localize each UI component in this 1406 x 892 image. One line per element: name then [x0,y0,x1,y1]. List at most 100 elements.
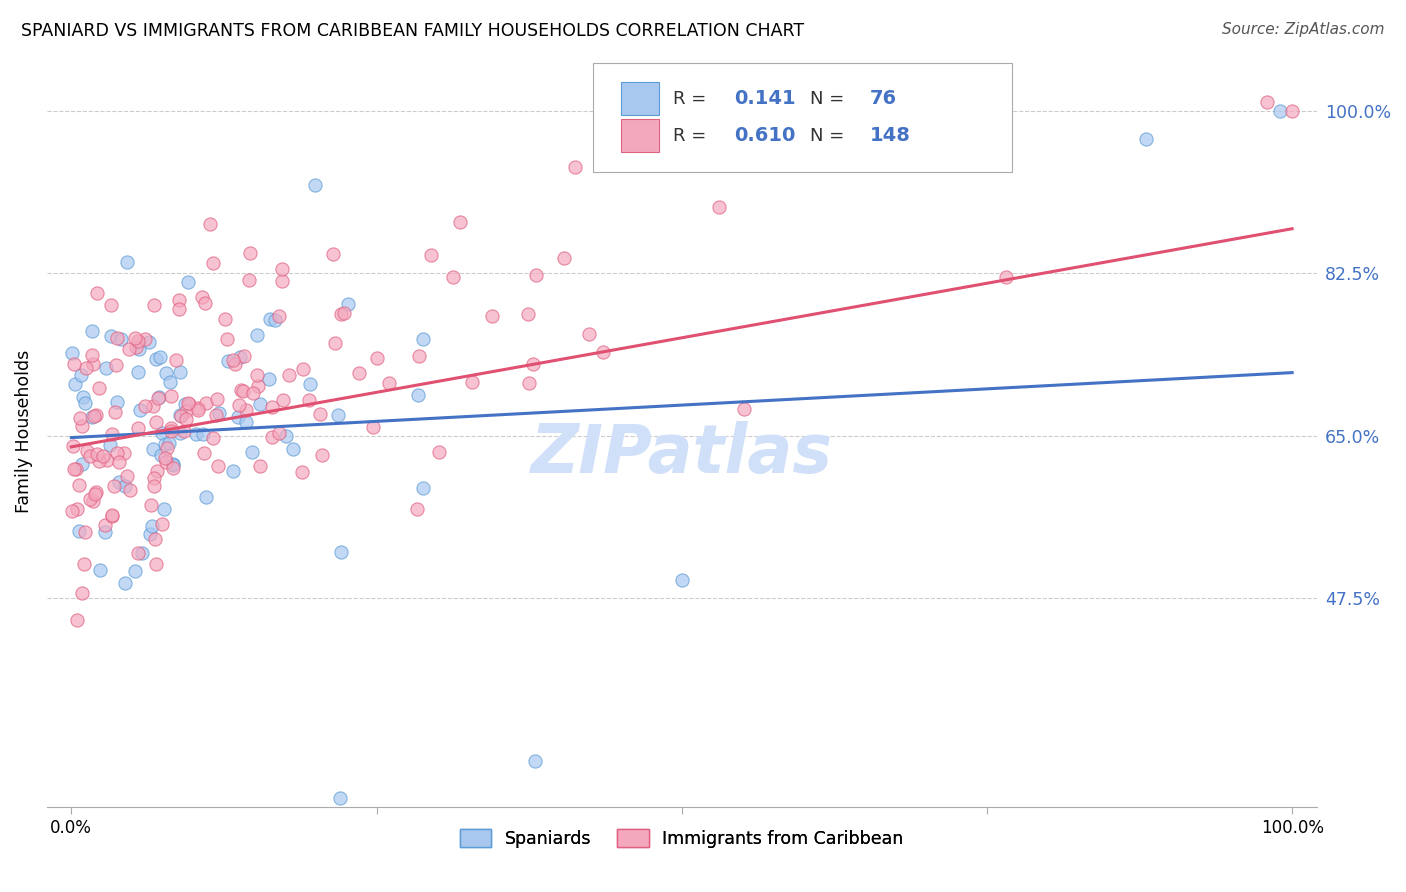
Point [298,393,321,408]
Point [70,585,93,599]
Point [208,406,231,420]
Point [322,246,344,260]
Point [62,357,84,371]
Text: SPANIARD VS IMMIGRANTS FROM CARIBBEAN FAMILY HOUSEHOLDS CORRELATION CHART: SPANIARD VS IMMIGRANTS FROM CARIBBEAN FA… [21,22,804,40]
Point [89,381,111,395]
Point [127,546,149,560]
Point [366,351,388,365]
Point [86,285,108,300]
Point [84,408,107,422]
Point [73,524,96,539]
Text: R =: R = [673,90,711,108]
Point [117,343,139,357]
Point [70,368,93,382]
Point [70,419,93,434]
Point [524,268,547,283]
Point [127,421,149,435]
Point [184,426,207,441]
Point [271,274,294,288]
Point [76,444,98,458]
Point [162,460,184,475]
FancyBboxPatch shape [621,119,659,153]
Point [330,545,353,559]
Point [82,409,104,424]
Point [311,448,333,462]
Point [89,563,111,577]
Point [87,453,110,467]
Point [94,524,117,539]
Point [481,309,503,323]
Point [125,340,148,354]
Point [105,446,128,460]
Point [238,273,260,287]
Point [173,424,195,438]
Point [578,326,600,341]
Point [139,526,162,541]
Point [145,557,167,571]
Point [347,366,370,380]
Point [124,331,146,345]
Point [198,217,221,231]
Point [62,439,84,453]
Point [246,368,269,382]
Point [138,334,160,349]
Point [201,431,224,445]
Point [226,409,249,424]
Point [187,403,209,417]
Point [517,376,540,390]
Point [291,362,314,376]
Point [333,306,356,320]
Point [128,342,150,356]
Point [83,409,105,423]
Point [105,331,128,345]
Point [201,256,224,270]
Point [217,353,239,368]
Point [193,446,215,460]
Point [228,398,250,412]
Point [101,508,124,523]
Point [260,400,283,414]
Point [260,429,283,443]
Point [72,390,94,404]
Point [145,464,167,478]
Point [60,504,83,518]
Point [145,351,167,366]
Point [73,558,96,572]
Point [84,485,107,500]
Point [259,311,281,326]
Text: Source: ZipAtlas.com: Source: ZipAtlas.com [1222,22,1385,37]
Point [150,426,173,441]
Point [553,252,575,266]
Point [1281,103,1303,118]
Point [120,483,142,498]
Point [517,307,540,321]
Point [104,358,127,372]
Point [194,490,217,504]
Point [524,754,547,768]
Point [100,298,122,312]
Point [117,469,139,483]
Point [224,357,246,371]
Point [150,517,173,532]
Point [156,441,179,455]
Point [86,448,108,462]
Point [420,247,443,261]
Point [67,524,90,538]
Point [228,350,250,364]
Text: ZIPatlas: ZIPatlas [530,421,832,487]
Point [67,478,90,492]
Point [143,532,166,546]
FancyBboxPatch shape [621,82,659,115]
Point [222,464,245,478]
Point [278,368,301,383]
Point [247,379,270,393]
Text: 76: 76 [870,89,897,108]
Point [522,357,544,371]
Point [249,396,271,410]
Point [217,332,239,346]
Point [107,475,129,490]
Point [239,245,262,260]
Point [246,328,269,343]
Point [222,353,245,368]
Point [96,453,118,467]
